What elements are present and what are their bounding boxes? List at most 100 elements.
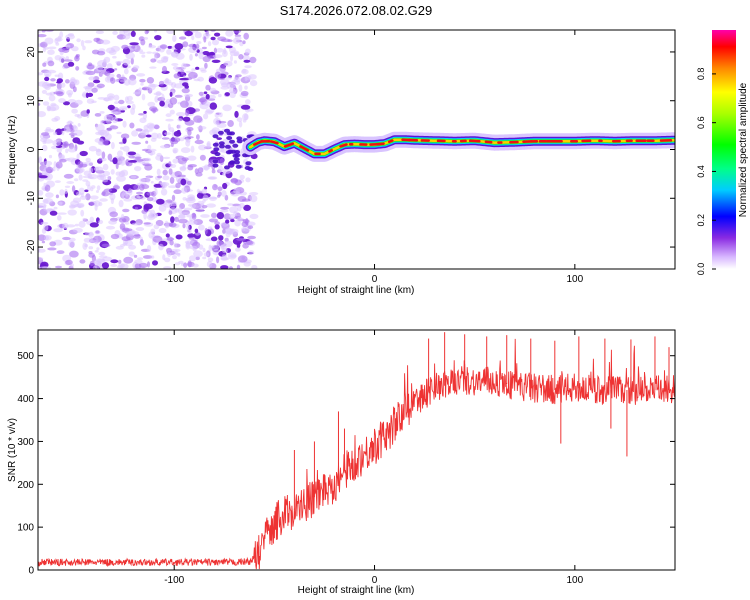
noise-speck (101, 191, 110, 197)
noise-speck (128, 160, 137, 163)
noise-speck (128, 244, 137, 250)
noise-speck (111, 142, 115, 150)
noise-speck (183, 262, 188, 269)
noise-speck (191, 213, 197, 220)
noise-speck (180, 178, 187, 186)
noise-speck (93, 166, 104, 172)
noise-speck (238, 84, 243, 92)
noise-speck (65, 44, 71, 48)
noise-speck (222, 254, 228, 257)
noise-speck (154, 35, 162, 41)
noise-speck (179, 36, 187, 40)
noise-speck (172, 34, 177, 43)
noise-speck (225, 228, 234, 235)
noise-speck (173, 73, 181, 79)
noise-speck (179, 77, 189, 81)
noise-speck (115, 162, 119, 170)
noise-speck (130, 107, 136, 115)
noise-speck (146, 176, 151, 183)
ridge-peak (484, 140, 493, 144)
noise-speck (169, 239, 174, 246)
noise-speck (127, 151, 137, 156)
noise-speck (141, 54, 146, 58)
noise-speck (168, 222, 177, 228)
noise-speck (243, 113, 249, 121)
noise-speck (162, 169, 168, 176)
noise-speck (68, 240, 75, 248)
noise-speck (66, 121, 74, 125)
noise-speck (249, 192, 259, 196)
noise-speck (76, 38, 81, 43)
noise-speck (78, 205, 82, 209)
noise-speck (180, 212, 191, 215)
noise-speck (215, 119, 219, 125)
noise-speck (122, 145, 130, 152)
noise-speck (201, 165, 211, 170)
noise-speck (134, 206, 139, 210)
noise-speck (155, 154, 164, 161)
noise-speck (133, 65, 140, 70)
noise-speck (69, 123, 73, 130)
noise-speck (233, 77, 241, 83)
noise-speck (208, 176, 216, 180)
noise-speck (186, 139, 191, 143)
noise-speck (84, 161, 94, 166)
noise-speck (193, 250, 203, 258)
noise-speck (145, 140, 149, 144)
noise-speck (52, 139, 61, 147)
noise-speck (169, 97, 178, 105)
noise-speck (116, 175, 126, 182)
noise-speck (187, 155, 197, 161)
noise-speck (72, 86, 77, 93)
noise-speck (228, 213, 235, 218)
noise-speck (216, 212, 225, 220)
noise-speck (225, 76, 232, 80)
noise-speck (160, 188, 168, 196)
noise-speck (59, 31, 64, 39)
noise-speck (150, 107, 159, 113)
noise-speck (74, 223, 79, 227)
noise-speck (88, 76, 96, 81)
noise-speck (146, 245, 152, 253)
noise-speck (55, 194, 60, 199)
noise-speck (66, 89, 74, 96)
onset-speck (217, 130, 224, 135)
noise-speck (128, 251, 135, 257)
noise-speck (98, 255, 108, 259)
noise-speck (96, 247, 100, 251)
noise-speck (96, 190, 99, 193)
noise-speck (153, 124, 160, 130)
noise-speck (217, 191, 222, 197)
onset-speck (212, 159, 219, 164)
x-tick-label: 100 (566, 274, 583, 285)
noise-speck (229, 254, 237, 258)
noise-speck (182, 197, 187, 201)
noise-speck (149, 84, 159, 88)
noise-speck (194, 228, 199, 234)
noise-speck (65, 79, 70, 84)
noise-speck (152, 260, 158, 266)
noise-speck (143, 222, 151, 225)
noise-speck (207, 257, 214, 263)
noise-speck (119, 244, 126, 247)
noise-speck (195, 43, 200, 49)
noise-speck (167, 45, 173, 49)
noise-speck (182, 41, 189, 48)
noise-speck (203, 36, 207, 43)
noise-speck (172, 149, 177, 154)
noise-speck (107, 153, 113, 161)
noise-speck (139, 239, 144, 246)
noise-speck (169, 176, 175, 184)
noise-speck (149, 66, 157, 69)
noise-speck (211, 212, 217, 218)
noise-speck (138, 87, 142, 93)
noise-speck (54, 38, 59, 44)
noise-speck (198, 224, 205, 231)
noise-speck (122, 58, 131, 66)
noise-speck (242, 119, 247, 123)
noise-speck (165, 80, 169, 86)
y-tick-label: -10 (26, 191, 37, 206)
noise-speck (183, 207, 193, 211)
noise-speck (203, 101, 211, 106)
